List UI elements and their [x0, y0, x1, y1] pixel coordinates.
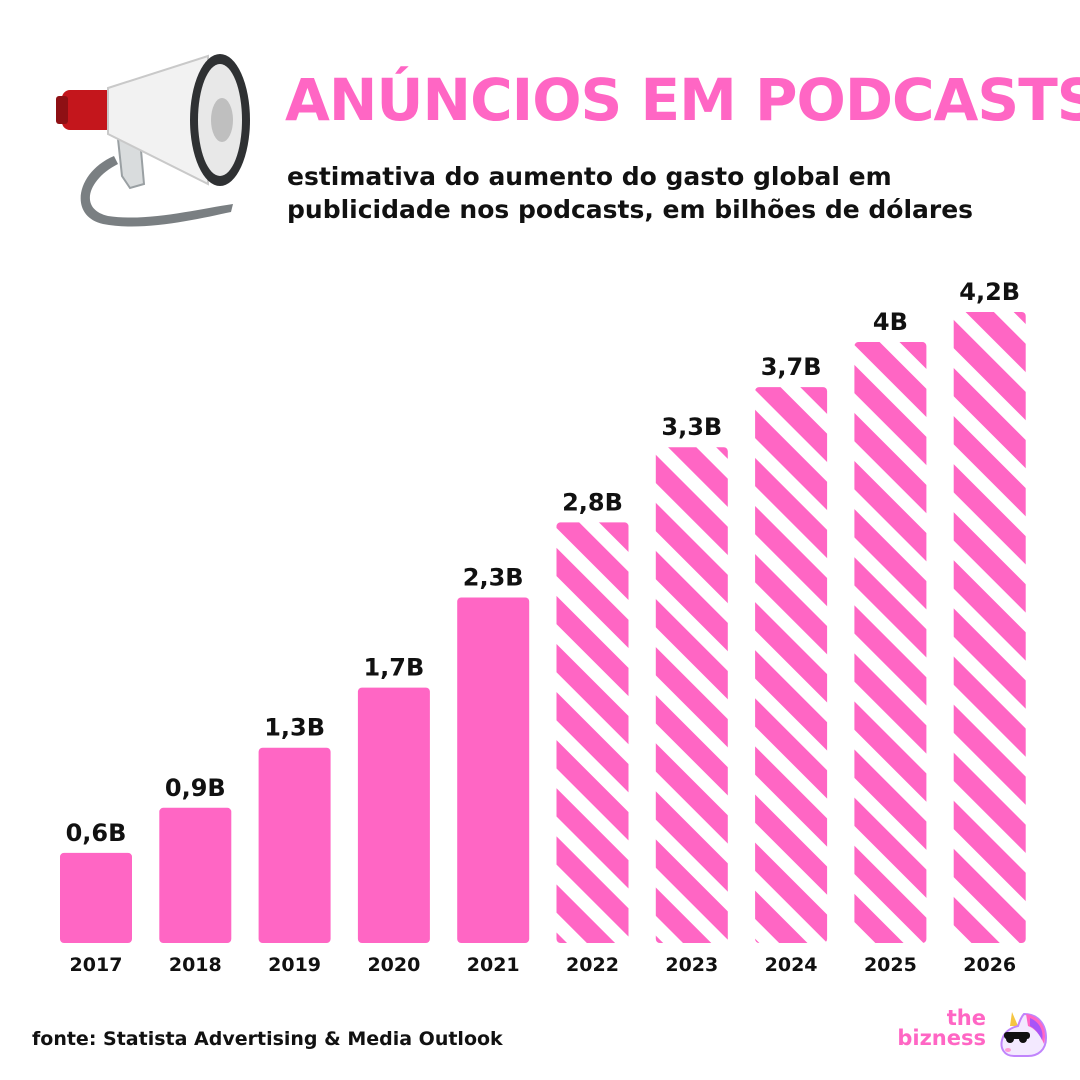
value-label-2026: 4,2B — [959, 278, 1020, 306]
x-tick-label-2018: 2018 — [169, 954, 222, 976]
bar-group-2024: 3,7B 2024 — [755, 353, 828, 976]
brand-wordmark: the bizness — [897, 1006, 986, 1050]
bar-2021 — [457, 597, 530, 943]
value-label-2021: 2,3B — [463, 563, 524, 591]
bar-2025 — [854, 342, 927, 943]
value-label-2018: 0,9B — [165, 774, 226, 802]
megaphone-icon — [56, 54, 250, 227]
value-label-2025: 4B — [873, 308, 908, 336]
bar-2022 — [556, 522, 629, 943]
bar-group-2019: 1,3B 2019 — [258, 714, 331, 976]
unicorn-icon — [1000, 1012, 1048, 1057]
chart-title: ANÚNCIOS EM PODCASTS — [285, 66, 1080, 134]
x-tick-label-2020: 2020 — [367, 954, 420, 976]
value-label-2022: 2,8B — [562, 488, 623, 516]
value-label-2024: 3,7B — [761, 353, 822, 381]
bar-2017 — [60, 852, 132, 943]
bar-group-2017: 0,6B 2017 — [60, 819, 132, 976]
x-tick-label-2023: 2023 — [665, 954, 718, 976]
bar-2023 — [655, 447, 728, 943]
value-label-2023: 3,3B — [661, 413, 722, 441]
bar-2020 — [357, 687, 430, 943]
bars-layer: 0,6B 2017 0,9B 2018 1,3B 2019 1,7B 2020 2,3B 2021… — [60, 278, 1026, 976]
x-tick-label-2025: 2025 — [864, 954, 917, 976]
bar-2026 — [953, 312, 1026, 943]
value-label-2017: 0,6B — [66, 819, 127, 847]
brand-logo: the bizness — [897, 1004, 1062, 1064]
bar-2019 — [258, 747, 331, 943]
brand-line-bizness: bizness — [897, 1026, 986, 1050]
x-tick-label-2024: 2024 — [765, 954, 818, 976]
bar-group-2025: 4B 2025 — [854, 308, 927, 976]
bar-group-2018: 0,9B 2018 — [159, 774, 232, 976]
value-label-2020: 1,7B — [363, 654, 424, 682]
x-tick-label-2026: 2026 — [963, 954, 1016, 976]
bar-group-2020: 1,7B 2020 — [357, 654, 430, 976]
bar-2018 — [159, 807, 232, 943]
bar-2024 — [755, 387, 828, 944]
x-tick-label-2019: 2019 — [268, 954, 321, 976]
source-note: fonte: Statista Advertising & Media Outl… — [32, 1028, 503, 1050]
x-tick-label-2021: 2021 — [467, 954, 520, 976]
chart-subtitle: estimativa do aumento do gasto global em… — [287, 162, 974, 224]
brand-line-the: the — [946, 1006, 986, 1030]
bar-group-2023: 3,3B 2023 — [655, 413, 728, 976]
bar-group-2021: 2,3B 2021 — [457, 563, 530, 976]
bar-group-2022: 2,8B 2022 — [556, 488, 629, 976]
bar-group-2026: 4,2B 2026 — [953, 278, 1026, 976]
bar-chart: 0,6B 2017 0,9B 2018 1,3B 2019 1,7B 2020 2,3B 2021… — [60, 278, 1026, 976]
x-tick-label-2017: 2017 — [70, 954, 123, 976]
value-label-2019: 1,3B — [264, 714, 325, 742]
x-tick-label-2022: 2022 — [566, 954, 619, 976]
